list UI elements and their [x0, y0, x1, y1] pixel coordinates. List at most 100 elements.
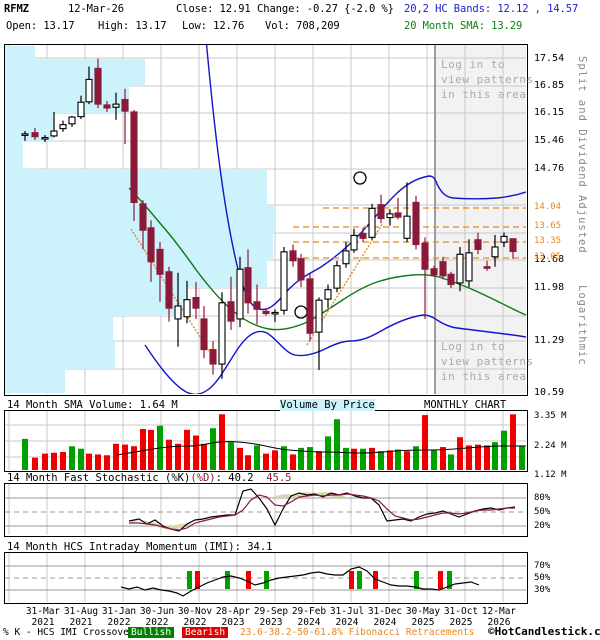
volume-bar [193, 435, 199, 470]
candle-body [377, 204, 385, 220]
x-axis-tick: 31-Dec 2024 [363, 606, 407, 628]
x-axis-tick: 31-Mar 2021 [21, 606, 65, 628]
volume-bar [148, 429, 154, 470]
locked-watermark-top: Log in to view patterns in this area [441, 58, 534, 101]
volume-bar [86, 453, 92, 470]
price-change: Change: -0.27 {-2.0 %} [257, 3, 394, 15]
volume-bar [484, 445, 490, 470]
x-axis-tick: 31-Aug 2021 [59, 606, 103, 628]
candle-body [280, 251, 288, 311]
candle-body [421, 242, 429, 270]
x-axis-tick: 30-Nov 2022 [173, 606, 217, 628]
candle-body [218, 302, 226, 365]
x-tick-date: 31-Oct [443, 606, 479, 617]
candle-body [85, 78, 93, 103]
volume-panel[interactable] [4, 410, 528, 472]
volume-svg [5, 411, 526, 470]
fibonacci-levels [293, 207, 526, 259]
low-price: Low: 12.76 [182, 20, 245, 32]
volume-bar [343, 447, 349, 470]
panel-tick: 2.24 M [534, 441, 567, 451]
x-axis-tick: 31-Jul 2024 [325, 606, 369, 628]
stochastic-panel[interactable] [4, 483, 528, 537]
volume-bar [166, 439, 172, 470]
fib-tick: 14.04 [534, 202, 562, 212]
volume-bar [369, 447, 375, 470]
candle-body [447, 273, 455, 286]
close-price: Close: 12.91 [176, 3, 251, 15]
x-tick-date: 29-Sep [253, 606, 289, 617]
volume-bar [210, 428, 216, 470]
volume-by-price-title: Volume By Price [280, 399, 375, 411]
x-axis-tick: 29-Feb 2024 [287, 606, 331, 628]
volume-by-price-bands [5, 46, 275, 393]
volume-bar [175, 443, 181, 470]
x-axis-tick: 30-May 2025 [401, 606, 445, 628]
volume-bar [395, 449, 401, 470]
imi-panel[interactable] [4, 552, 528, 604]
fib-tick: 13.65 [534, 221, 562, 231]
x-axis-tick: 28-Apr 2023 [211, 606, 255, 628]
volume-bar [237, 447, 243, 470]
candle-body [456, 253, 464, 284]
high-price: High: 13.17 [98, 20, 167, 32]
panel-tick: 3.35 M [534, 411, 567, 421]
price-chart-svg [5, 45, 526, 394]
candle-body [483, 266, 491, 269]
volume-bar [501, 430, 507, 470]
candle-body [262, 310, 270, 315]
volume-bar [140, 429, 146, 470]
price-tick: 17.54 [534, 53, 565, 64]
volume-bar [316, 451, 322, 470]
volume-bar [51, 452, 57, 470]
candle-body [368, 207, 376, 238]
panel-tick: 1.12 M [534, 470, 567, 480]
candle-body [68, 116, 76, 125]
price-chart-panel[interactable] [4, 44, 528, 396]
volume-bar [519, 445, 525, 470]
x-axis-tick: 12-Mar 2026 [477, 606, 521, 628]
candle-body [147, 227, 155, 263]
x-tick-date: 31-Jan [101, 606, 137, 617]
volume-bar [69, 446, 75, 470]
candle-body [474, 239, 482, 250]
candle-body [297, 258, 305, 281]
stoch-d-line [129, 493, 515, 531]
volume-bar [360, 448, 366, 470]
x-tick-year: 2022 [145, 617, 169, 628]
candle-body [103, 104, 111, 109]
x-tick-date: 31-Dec [367, 606, 403, 617]
panel-tick: 20% [534, 521, 551, 531]
volume-bar [122, 444, 128, 470]
candle-body [94, 67, 102, 105]
volume-panel-title: 14 Month SMA Volume: 1.64 M [7, 399, 178, 411]
imi-panel-title: 14 Month HCS Intraday Momentum (IMI): 34… [7, 541, 273, 553]
candle-body [50, 130, 58, 137]
volume-bar [457, 437, 463, 470]
volume-bar-series [22, 414, 525, 470]
x-tick-date: 30-Jun [139, 606, 175, 617]
candle-body [41, 136, 49, 140]
candle-body [509, 238, 517, 252]
volume-bar [422, 415, 428, 470]
panel-tick: 50% [534, 507, 551, 517]
volume-bar [104, 455, 110, 470]
imi-svg [5, 553, 526, 602]
volume-value: Vol: 708,209 [265, 20, 340, 32]
candle-body [139, 203, 147, 231]
price-tick: 10.59 [534, 387, 565, 398]
downtrend-line [130, 228, 210, 352]
volume-bar [448, 454, 454, 470]
imi-line [120, 566, 480, 597]
volume-bar [510, 414, 516, 470]
locked-region [435, 45, 526, 394]
volume-bar [32, 457, 38, 470]
volume-bar [272, 450, 278, 470]
candle-body [359, 232, 367, 239]
x-tick-date: 29-Feb [291, 606, 327, 617]
candle-body [112, 103, 120, 108]
volume-bar [298, 447, 304, 470]
footer-legend-text: % K - HCS IMI Crossover, [3, 627, 141, 638]
volume-bar [404, 451, 410, 470]
